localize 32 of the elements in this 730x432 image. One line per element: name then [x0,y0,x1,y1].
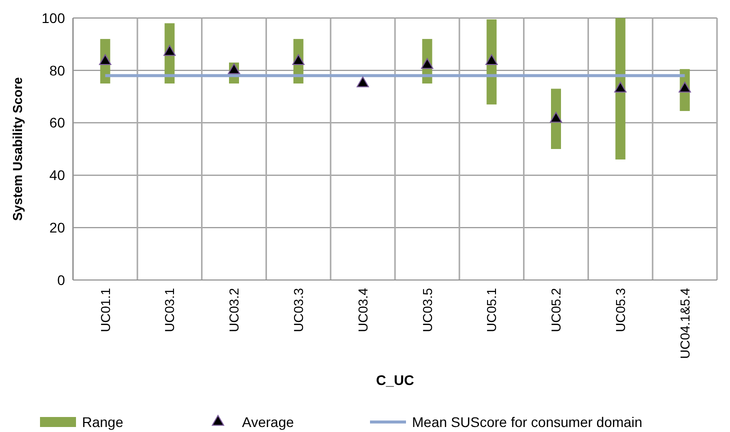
y-tick-label: 100 [42,10,66,26]
bar [615,18,626,160]
point [485,54,498,65]
y-tick-label: 40 [49,167,66,184]
point [99,54,112,65]
point [228,63,240,74]
x-tick-label: UC01.1 [98,288,113,332]
point [356,76,369,88]
point [678,82,691,92]
y-tick-label: 20 [49,220,66,236]
y-axis-title: System Usability Score [10,77,25,221]
y-tick-label: 0 [57,272,66,288]
x-tick-label: UC03.2 [226,288,242,332]
x-axis-title: C_UC [376,372,414,388]
x-tick-label: UC05.2 [548,288,564,332]
x-tick-label: UC05.3 [612,288,628,332]
point [614,82,627,92]
x-tick-label: UC05.1 [484,288,500,332]
x-tick-label: UC04.1&5.4 [677,288,692,359]
legend-label: Range [82,414,124,430]
point [292,54,305,65]
legend-label: Mean SUScore for consumer domain [412,414,642,430]
point [421,58,434,69]
legend-label: Average [242,414,294,430]
point [550,112,562,123]
x-tick-label: UC03.4 [355,288,370,332]
point [163,45,176,56]
y-tick-label: 60 [49,114,66,131]
x-tick-label: UC03.3 [290,288,306,332]
x-tick-label: UC03.5 [420,288,435,332]
y-tick-label: 80 [49,62,66,78]
x-tick-label: UC03.1 [162,288,178,332]
